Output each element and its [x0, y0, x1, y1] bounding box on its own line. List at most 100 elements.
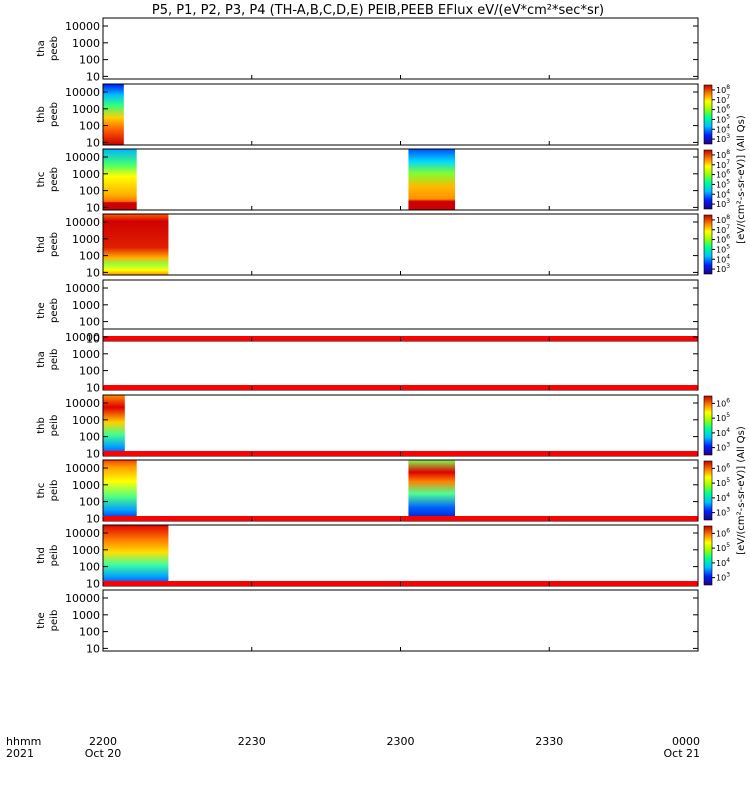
y-tick-label: 100	[79, 316, 100, 329]
colorbar-tick-label: 108	[716, 214, 730, 225]
colorbar-tick-label: 104	[716, 557, 730, 568]
panel-probe-label: tha	[36, 351, 47, 367]
panel-product-label: peeb	[49, 167, 60, 192]
y-tick-label: 1000	[72, 168, 100, 181]
panel-frame	[102, 589, 699, 652]
panel-product-label: peeb	[49, 298, 60, 323]
panel-probe-label: thb	[36, 417, 47, 434]
panel-product-label: peib	[49, 349, 60, 371]
colorbar-tick-label: 104	[716, 123, 730, 134]
colorbar-tick-label: 104	[716, 253, 730, 264]
panel-probe-label: thc	[36, 483, 47, 499]
panel-thd-peeb: 10 100 1000 10000 thd peeb	[36, 213, 699, 279]
y-tick-label: 10	[86, 381, 100, 394]
panel-product-label: peeb	[49, 36, 60, 61]
colorbar-tick-label: 103	[716, 133, 730, 144]
y-tick-label: 10000	[65, 20, 100, 33]
x-tick-label: 2300	[387, 735, 415, 748]
y-tick-label: 10000	[65, 462, 100, 475]
panel-thb-peib: 10 100 1000 10000 thb peib	[36, 394, 699, 460]
colorbar-label-peeb: [eV/(cm²-s-sr-eV)] (All Qs)	[736, 115, 747, 244]
panel-frame	[102, 83, 699, 146]
y-tick-label: 1000	[72, 37, 100, 50]
y-tick-label: 10000	[65, 216, 100, 229]
colorbar-tick-label: 108	[716, 84, 730, 95]
colorbar-scale	[703, 460, 713, 521]
colorbar-label-peib: [eV/(cm²-s-sr-eV)] (All Qs)	[736, 426, 747, 555]
panel-probe-label: tha	[36, 40, 47, 56]
x-axis-row1-label: hhmm	[6, 735, 41, 748]
y-tick-label: 10000	[65, 527, 100, 540]
y-tick-label: 1000	[72, 233, 100, 246]
spectrogram-block	[103, 395, 125, 456]
panel-product-label: peib	[49, 610, 60, 632]
panel-probe-label: thc	[36, 172, 47, 188]
x-tick-label: 2200	[89, 735, 117, 748]
y-tick-label: 1000	[72, 479, 100, 492]
panel-frame	[102, 279, 699, 342]
panel-tha-peeb: 10 100 1000 10000 tha peeb	[36, 17, 699, 83]
y-tick-label: 100	[79, 561, 100, 574]
panel-thc-peib: 10 100 1000 10000 thc peib	[36, 459, 699, 525]
x-axis-row2-label: 2021	[6, 747, 34, 760]
colorbar-tick-label: 103	[716, 198, 730, 209]
colorbar-tick-label: 104	[716, 188, 730, 199]
colorbar-group: 1031041051061071081031041051061071081031…	[703, 84, 747, 586]
y-tick-label: 100	[79, 54, 100, 67]
colorbar-tick-label: 106	[716, 234, 730, 245]
colorbar-tick-label: 106	[716, 169, 730, 180]
y-tick-label: 100	[79, 365, 100, 378]
panel-probe-label: thd	[36, 547, 47, 564]
spectrogram-block	[103, 525, 169, 586]
y-tick-label: 1000	[72, 609, 100, 622]
panel-frame	[102, 213, 699, 276]
y-tick-label: 100	[79, 496, 100, 509]
colorbar-tick-label: 105	[716, 113, 730, 124]
colorbar-tick-label: 103	[716, 507, 730, 518]
x-tick-label: 2330	[535, 735, 563, 748]
panel-product-label: peib	[49, 415, 60, 437]
y-tick-label: 10000	[65, 282, 100, 295]
panel-probe-label: the	[36, 612, 47, 628]
y-tick-label: 1000	[72, 103, 100, 116]
colorbar-tick-label: 103	[716, 263, 730, 274]
panel-thd-peib: 10 100 1000 10000 thd peib	[36, 524, 699, 590]
spectrogram-block	[103, 149, 137, 210]
colorbar-tick-label: 104	[716, 492, 730, 503]
y-tick-label: 1000	[72, 348, 100, 361]
colorbar-scale	[703, 214, 713, 275]
spectrogram-block	[103, 460, 137, 521]
y-tick-label: 100	[79, 250, 100, 263]
colorbar-tick-label: 107	[716, 224, 730, 235]
y-tick-label: 10	[86, 642, 100, 655]
y-tick-label: 10	[86, 136, 100, 149]
colorbar-tick-label: 106	[716, 104, 730, 115]
colorbar-thd-peib: 103 104 105 106	[703, 525, 730, 586]
y-tick-label: 10000	[65, 592, 100, 605]
panel-frame	[102, 17, 699, 80]
colorbar-tick-label: 108	[716, 149, 730, 160]
colorbar-tick-label: 103	[716, 572, 730, 583]
panel-thb-peeb: 10 100 1000 10000 thb peeb	[36, 83, 699, 149]
y-tick-label: 1000	[72, 299, 100, 312]
panel-frame	[102, 394, 699, 457]
panel-product-label: peeb	[49, 232, 60, 257]
colorbar-tick-label: 107	[716, 94, 730, 105]
y-tick-label: 100	[79, 120, 100, 133]
y-tick-label: 10000	[65, 86, 100, 99]
colorbar-scale	[703, 149, 713, 210]
panel-product-label: peeb	[49, 102, 60, 127]
panel-frame	[102, 459, 699, 522]
y-tick-label: 10	[86, 70, 100, 83]
y-tick-label: 10000	[65, 397, 100, 410]
y-tick-label: 10	[86, 201, 100, 214]
x-tick-label: 0000	[672, 735, 700, 748]
panel-product-label: peib	[49, 545, 60, 567]
y-tick-label: 10	[86, 512, 100, 525]
